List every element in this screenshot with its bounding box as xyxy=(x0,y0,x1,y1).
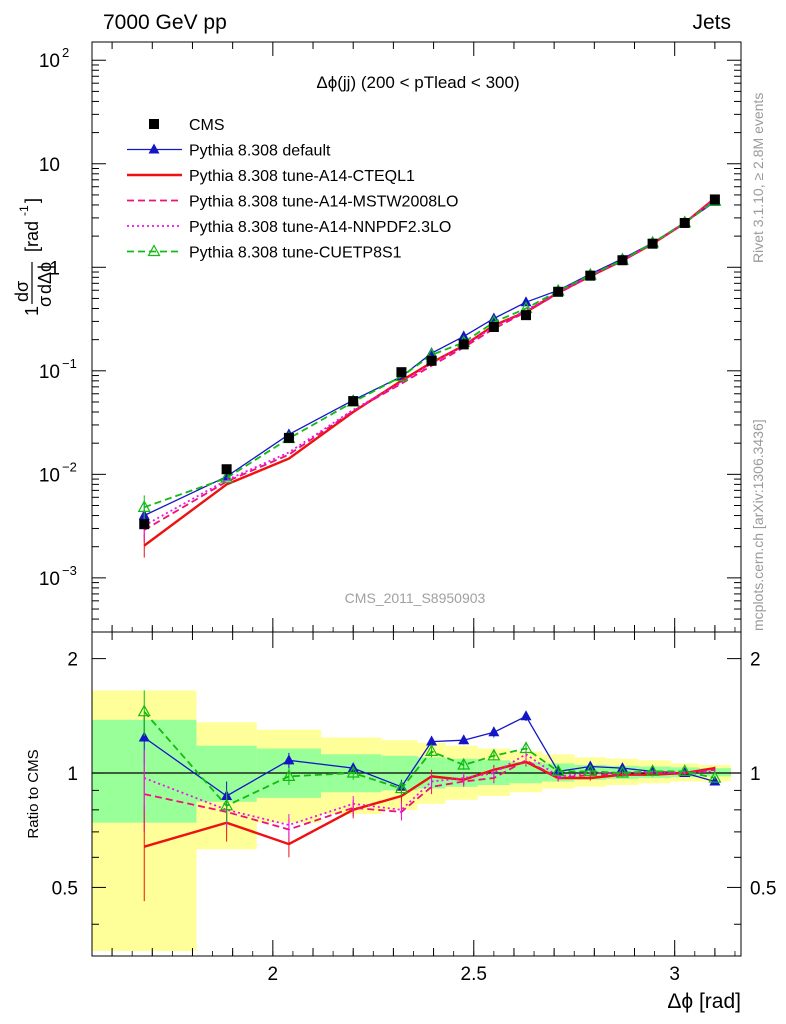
y-label-sigma: σ xyxy=(35,296,55,307)
y-tick-label: 10 xyxy=(39,465,60,486)
ratio-point xyxy=(457,757,471,770)
cms-data-point xyxy=(139,519,150,530)
ratio-point xyxy=(708,770,722,783)
main-title: Δϕ(jj) (200 < pTlead < 300) xyxy=(316,73,519,92)
y-label-dsigma: dσ xyxy=(12,281,32,302)
data-point xyxy=(220,470,234,483)
ratio-point xyxy=(138,731,150,742)
ratio-point xyxy=(678,764,692,776)
ratio-x-label: Δϕ [rad] xyxy=(667,990,741,1013)
legend-label: Pythia 8.308 default xyxy=(189,143,331,160)
rivet-label: Rivet 3.1.10, ≥ 2.8M events xyxy=(750,93,766,263)
legend-label: CMS xyxy=(189,117,225,134)
ratio-point xyxy=(458,734,470,745)
ratio-point xyxy=(394,781,408,794)
legend-label: Pythia 8.308 tune-A14-MSTW2008LO xyxy=(189,194,458,211)
watermark: CMS_2011_S8950903 xyxy=(345,590,486,606)
ratio-point xyxy=(346,765,360,778)
data-point xyxy=(520,296,532,307)
y-tick-label: 10 xyxy=(39,155,60,176)
y-tick-label-exp: −1 xyxy=(62,356,77,371)
y-label-unit: [rad xyxy=(22,221,42,252)
ratio-y-label: Ratio to CMS xyxy=(25,749,42,838)
ratio-point xyxy=(426,735,438,746)
cms-data-point xyxy=(426,355,437,366)
y-tick-label-exp: −3 xyxy=(62,563,77,578)
y-tick-label: 1 xyxy=(49,258,60,279)
ratio-y-tick-label: 2 xyxy=(67,650,78,671)
legend-marker xyxy=(149,119,159,129)
ratio-plot-data xyxy=(92,690,741,952)
ratio-line-pythia-8-308-tune-a14-nnpdf2-3lo xyxy=(143,753,715,826)
ratio-point xyxy=(425,744,439,756)
ratio-point xyxy=(646,764,660,776)
legend-marker xyxy=(147,244,161,257)
cms-data-point xyxy=(679,217,690,228)
ratio-point xyxy=(520,710,532,721)
ratio-point xyxy=(488,726,500,737)
legend-label: Pythia 8.308 tune-A14-CTEQL1 xyxy=(189,168,415,185)
ratio-panel: 0.5 0.5 1 1 2 2 2 2.5 3 Ratio to CMS Δϕ [rad] xyxy=(25,631,776,1013)
ratio-point xyxy=(283,754,295,765)
y-label-one: 1 xyxy=(22,306,42,316)
ratio-point xyxy=(519,741,533,754)
y-label-unit-exp: -1 xyxy=(17,205,31,216)
ratio-point xyxy=(487,748,501,761)
y-tick-label: 10 xyxy=(39,569,60,590)
main-plot-data xyxy=(137,193,722,558)
y-tick-label-exp: 2 xyxy=(62,45,69,60)
ratio-point xyxy=(709,775,721,786)
cms-data-point xyxy=(283,432,294,443)
cms-data-point xyxy=(458,339,469,350)
cms-data-point xyxy=(348,396,359,407)
ratio-point xyxy=(282,769,296,781)
ratio-y-tick-label-right: 2 xyxy=(750,650,761,671)
cms-data-point xyxy=(647,238,658,249)
y-tick-label: 10 xyxy=(39,362,60,383)
ratio-y-tick-label: 1 xyxy=(67,764,78,785)
ratio-point xyxy=(220,798,234,811)
ratio-y-tick-label-right: 0.5 xyxy=(750,878,776,899)
cms-data-point xyxy=(553,286,564,297)
header-right: Jets xyxy=(692,11,731,34)
ratio-y-tick-label: 0.5 xyxy=(52,878,78,899)
ratio-y-tick-label-right: 1 xyxy=(750,764,761,785)
cms-data-point xyxy=(521,310,532,321)
data-point xyxy=(137,500,151,512)
y-tick-label-exp: −2 xyxy=(62,459,77,474)
legend-label: Pythia 8.308 tune-CUETP8S1 xyxy=(189,245,402,262)
header-left: 7000 GeV pp xyxy=(103,11,227,34)
y-label-unit-close: ] xyxy=(22,198,42,203)
ratio-point xyxy=(137,704,151,717)
y-label-ddphi: dΔϕ xyxy=(35,262,55,294)
ratio-axes: 0.5 0.5 1 1 2 2 2 2.5 3 xyxy=(52,632,776,985)
cms-data-point xyxy=(221,464,232,475)
ratio-point xyxy=(583,764,597,776)
ratio-point xyxy=(551,764,565,776)
cms-data-point xyxy=(617,255,628,266)
cms-data-point xyxy=(585,270,596,281)
legend: CMS Pythia 8.308 default Pythia 8.308 tune… xyxy=(127,117,458,262)
legend-label: Pythia 8.308 tune-A14-NNPDF2.3LO xyxy=(189,219,451,236)
cms-data-point xyxy=(709,194,720,205)
ratio-point xyxy=(615,765,629,778)
x-tick-label: 2.5 xyxy=(461,964,487,985)
y-tick-label: 10 xyxy=(39,51,60,72)
legend-marker xyxy=(148,143,160,154)
x-tick-label: 2 xyxy=(268,964,279,985)
cms-data-point xyxy=(488,321,499,332)
cms-data-point xyxy=(396,367,407,378)
x-tick-label: 3 xyxy=(669,964,680,985)
main-y-label: 1 dσ σ dΔϕ [rad -1 ] xyxy=(12,198,55,316)
mcplots-label: mcplots.cern.ch [arXiv:1306.3436] xyxy=(750,419,766,631)
ratio-plot-frame xyxy=(91,631,742,957)
